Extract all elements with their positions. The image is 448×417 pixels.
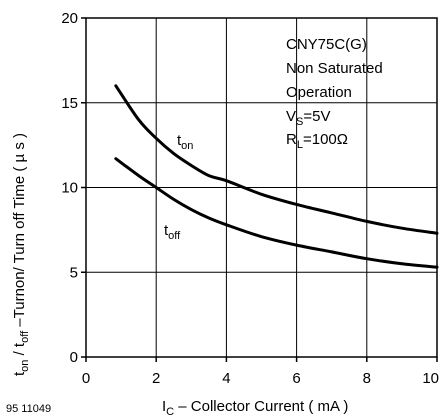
x-tick-label: 4 (222, 370, 230, 387)
annotation-part: CNY75C(G) (286, 36, 367, 53)
y-tick-label: 15 (61, 95, 78, 112)
y-tick-label: 20 (61, 10, 78, 27)
series-line-toff (114, 157, 439, 269)
axes (81, 17, 438, 362)
x-tick-label: 8 (363, 370, 371, 387)
y-tick-label: 0 (70, 349, 78, 366)
grid (86, 18, 437, 357)
y-tick-label: 10 (61, 180, 78, 197)
x-tick-label: 0 (82, 370, 90, 387)
annotation-rl: RL=100Ω (286, 131, 348, 151)
figure-id: 95 11049 (6, 403, 51, 415)
x-tick-label: 10 (422, 370, 439, 387)
x-tick-label: 2 (152, 370, 160, 387)
series-label-ton: ton (177, 132, 193, 152)
y-axis-label: ton / toff –Turnon/ Turn off Time ( µ s … (11, 133, 31, 376)
series-lines (114, 84, 439, 269)
annotation-vs: VS=5V (286, 108, 330, 128)
x-tick-label: 6 (292, 370, 300, 387)
annotation-mode-2: Operation (286, 84, 352, 101)
y-tick-label: 5 (70, 264, 78, 281)
series-label-toff: toff (164, 222, 181, 242)
tick-labels: 0 5 10 15 20 0 2 4 6 8 10 (61, 10, 439, 387)
annotation-mode-1: Non Saturated (286, 60, 383, 77)
series-line-ton (114, 84, 439, 235)
x-axis-label: IC – Collector Current ( mA ) (162, 398, 348, 417)
